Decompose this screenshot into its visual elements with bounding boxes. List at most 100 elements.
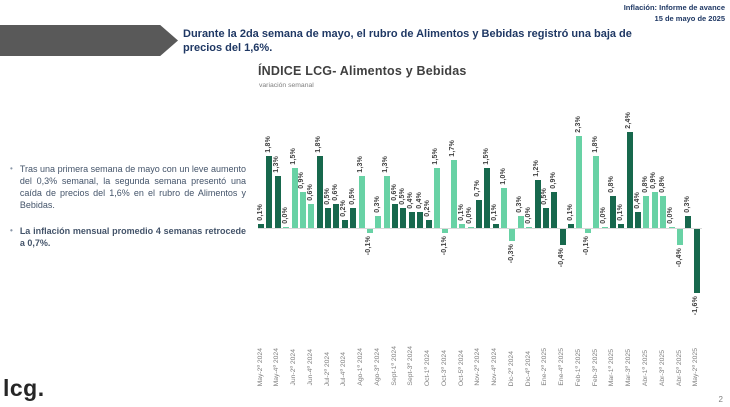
x-axis-tick-label: Feb-1ª 2025 — [574, 348, 582, 386]
bar — [492, 224, 499, 228]
bullet-item: • La inflación mensual promedio 4 semana… — [10, 225, 246, 249]
report-title: Inflación: Informe de avance — [623, 3, 725, 12]
bar — [283, 227, 290, 228]
bar-value-label: 0,4% — [407, 192, 415, 209]
bar-value-label: 0,2% — [340, 200, 348, 217]
bar — [274, 176, 281, 228]
x-axis-tick-label: Ene-4ª 2025 — [558, 348, 566, 386]
bar — [593, 156, 600, 228]
bar-value-label: 0,6% — [390, 184, 398, 201]
bar-value-label: 0,1% — [256, 204, 264, 221]
bar-value-label: 0,6% — [306, 184, 314, 201]
bar-value-label: 0,9% — [650, 172, 658, 189]
x-axis-tick-label: Abr-3ª 2025 — [658, 349, 666, 386]
bar — [467, 227, 474, 228]
bar — [450, 160, 457, 228]
bar-value-label: 0,4% — [415, 192, 423, 209]
bar — [325, 208, 332, 228]
bar-value-label: -0,4% — [558, 248, 566, 268]
bar-value-label: 0,0% — [281, 207, 289, 224]
x-axis-tick-label: Jul-4ª 2024 — [340, 351, 348, 386]
bar — [584, 229, 591, 233]
bar-value-label: 1,7% — [449, 140, 457, 157]
bar-value-label: 0,9% — [549, 172, 557, 189]
bar-value-label: 1,0% — [499, 168, 507, 185]
x-axis-tick-label: May-2ª 2024 — [256, 347, 264, 386]
bar-value-label: 0,2% — [424, 200, 432, 217]
report-header: Inflación: Informe de avance 15 de mayo … — [624, 3, 725, 24]
bar-value-label: 0,0% — [524, 207, 532, 224]
bar — [475, 200, 482, 228]
bar-value-label: 0,1% — [566, 204, 574, 221]
bar-value-label: -0,1% — [440, 236, 448, 256]
bar — [693, 229, 700, 293]
x-axis-tick-label: Feb-3ª 2025 — [591, 348, 599, 386]
bar-value-label: 0,6% — [331, 184, 339, 201]
bar — [266, 156, 273, 228]
x-axis-tick-label: Jun-4ª 2024 — [306, 349, 314, 386]
bar — [651, 192, 658, 228]
bar-value-label: 0,3% — [373, 196, 381, 213]
bullet-dot-icon: • — [10, 225, 13, 235]
x-axis-tick-label: Dic-2ª 2024 — [507, 350, 515, 386]
bar — [341, 220, 348, 228]
x-axis-tick-label: Ago-1ª 2024 — [357, 348, 365, 386]
bar-value-label: 0,4% — [633, 192, 641, 209]
bar-value-label: -0,4% — [675, 248, 683, 268]
bar — [576, 136, 583, 228]
bar-value-label: 1,5% — [290, 148, 298, 165]
bar — [626, 132, 633, 228]
x-axis-tick-label: Abr-5ª 2025 — [675, 349, 683, 386]
bar-value-label: 0,1% — [491, 204, 499, 221]
bar — [618, 224, 625, 228]
bar — [366, 229, 373, 233]
bar-value-label: 1,8% — [315, 136, 323, 153]
bar — [509, 229, 516, 241]
bar-chart: 0,1% May-2ª 2024 1,8% 1,3% May-4ª 2024 0,0% 1,… — [256, 0, 706, 407]
bar — [417, 212, 424, 228]
bar-value-label: -0,1% — [583, 236, 591, 256]
bar-value-label: 0,5% — [323, 188, 331, 205]
bar-value-label: 0,0% — [667, 207, 675, 224]
bar — [685, 216, 692, 228]
bar-value-label: 0,8% — [658, 176, 666, 193]
x-axis-tick-label: Oct-1ª 2024 — [424, 349, 432, 386]
bar-value-label: 0,3% — [516, 196, 524, 213]
bar — [299, 192, 306, 228]
bar — [542, 208, 549, 228]
bar-value-label: 1,2% — [533, 160, 541, 177]
bar-value-label: 0,9% — [298, 172, 306, 189]
x-axis-tick-label: Sept-1ª 2024 — [390, 346, 398, 386]
x-axis-tick-label: Oct-3ª 2024 — [440, 349, 448, 386]
x-axis-tick-label: Ene-2ª 2025 — [541, 348, 549, 386]
bar — [501, 188, 508, 228]
x-axis-tick-label: Abr-1ª 2025 — [641, 349, 649, 386]
bullet-dot-icon: • — [10, 164, 13, 173]
report-date: 15 de mayo de 2025 — [654, 13, 725, 23]
bar — [660, 196, 667, 228]
bar — [635, 212, 642, 228]
bar — [601, 227, 608, 228]
bar — [316, 156, 323, 228]
bullet-item: • Tras una primera semana de mayo con un… — [10, 163, 246, 212]
x-axis-tick-label: Jun-2ª 2024 — [290, 349, 298, 386]
x-axis-tick-label: Nov-2ª 2024 — [474, 348, 482, 386]
bar — [442, 229, 449, 233]
bar-value-label: 2,4% — [625, 112, 633, 129]
x-axis-tick-label: Mar-3ª 2025 — [625, 348, 633, 386]
bar-value-label: 0,7% — [474, 180, 482, 197]
bar-value-label: 0,0% — [466, 207, 473, 224]
bar-value-label: 1,5% — [482, 148, 490, 165]
x-axis-tick-label: May-2ª 2025 — [692, 347, 700, 386]
bar — [400, 208, 407, 228]
chart-title: ÍNDICE LCG- Alimentos y Bebidas — [258, 64, 467, 78]
x-axis-tick-label: Mar-1ª 2025 — [608, 348, 616, 386]
bar — [433, 168, 440, 228]
x-axis-tick-label: Ago-3ª 2024 — [373, 348, 381, 386]
bar — [677, 229, 683, 245]
bar — [392, 204, 399, 228]
x-axis-line — [258, 228, 702, 229]
bar — [258, 224, 264, 228]
chart-subtitle: variación semanal — [259, 82, 314, 89]
bar-value-label: -0,1% — [365, 236, 373, 256]
